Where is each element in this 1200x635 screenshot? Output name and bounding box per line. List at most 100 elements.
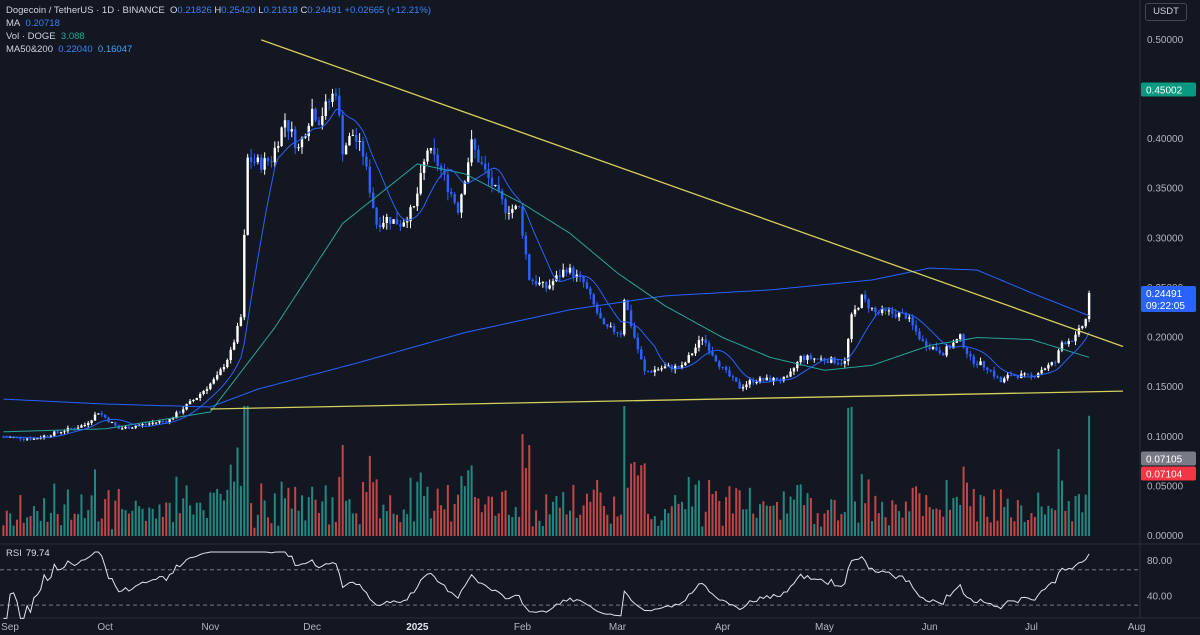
- volume-bar: [280, 481, 283, 536]
- candle-body: [575, 274, 578, 278]
- volume-bar: [569, 510, 571, 536]
- volume-bar: [643, 463, 646, 536]
- volume-bar: [965, 482, 968, 536]
- candle-body: [249, 157, 253, 162]
- volume-bar: [1013, 521, 1016, 536]
- support-trendline[interactable]: [210, 390, 1124, 410]
- volume-bar: [165, 502, 168, 536]
- candle-body: [772, 377, 775, 382]
- volume-bar: [633, 462, 636, 536]
- candle-body: [738, 381, 741, 389]
- candle-body: [324, 101, 327, 117]
- volume-bar: [945, 479, 948, 536]
- volume-bar: [222, 500, 225, 536]
- volume-bar: [185, 485, 188, 536]
- volume-bar: [158, 504, 161, 536]
- candle-body: [582, 276, 585, 283]
- candle-body: [290, 129, 293, 132]
- candle-body: [392, 219, 395, 224]
- volume-bar: [602, 505, 605, 536]
- ma50-200-row[interactable]: MA50&200 0.22040 0.16047: [6, 43, 431, 56]
- currency-selector-button[interactable]: USDT: [1145, 3, 1187, 21]
- volume-bar: [46, 521, 49, 536]
- candle-body: [90, 420, 93, 424]
- candle-body: [741, 387, 745, 389]
- low-label: L: [258, 5, 264, 16]
- candle-body: [25, 438, 29, 440]
- volume-bar: [854, 501, 856, 536]
- candle-body: [473, 139, 477, 150]
- volume-bar: [250, 503, 253, 536]
- candle-body: [975, 363, 979, 366]
- candle-body: [270, 161, 273, 163]
- candle-body: [395, 219, 399, 225]
- volume-bar: [976, 521, 979, 536]
- volume-bar: [239, 485, 242, 536]
- descending-trendline[interactable]: [261, 39, 1124, 348]
- candle-body: [49, 435, 53, 437]
- volume-bar: [189, 505, 191, 536]
- volume-bar: [294, 486, 297, 536]
- candle-body: [375, 207, 378, 225]
- candle-body: [1009, 375, 1013, 377]
- volume-bar: [630, 463, 633, 536]
- candle-body: [158, 421, 161, 423]
- volume-bar: [440, 505, 443, 536]
- candle-body: [1074, 334, 1077, 342]
- volume-bar: [270, 523, 273, 536]
- price-label-tag: [1141, 285, 1196, 312]
- volume-bar: [379, 518, 381, 536]
- volume-bar: [60, 525, 63, 536]
- volume-bar: [348, 499, 351, 536]
- volume-bar: [952, 497, 955, 536]
- candle-body: [989, 370, 992, 372]
- candle-body: [232, 342, 236, 350]
- volume-bar: [684, 509, 687, 536]
- candle-body: [948, 346, 952, 349]
- candle-body: [735, 377, 738, 382]
- candle-body: [826, 360, 830, 363]
- volume-bar: [314, 499, 317, 536]
- candle-body: [439, 165, 443, 171]
- rsi-tick-label: 80.00: [1147, 556, 1172, 567]
- volume-bar: [202, 510, 205, 536]
- candle-body: [73, 428, 76, 430]
- candle-body: [514, 205, 517, 209]
- volume-bar: [928, 507, 931, 536]
- volume-bar: [392, 513, 395, 536]
- ma-row[interactable]: MA 0.20718: [6, 17, 431, 30]
- volume-bar: [626, 487, 629, 536]
- candle-body: [1084, 319, 1087, 327]
- candle-body: [657, 369, 660, 371]
- candle-body: [673, 365, 677, 370]
- volume-bar: [660, 520, 663, 536]
- ma50-line: [3, 163, 1090, 433]
- candle-body: [134, 426, 137, 428]
- candle-body: [205, 389, 209, 391]
- candle-body: [517, 205, 521, 207]
- volume-bar: [870, 521, 873, 536]
- candle-body: [178, 412, 182, 414]
- candle-body: [260, 157, 263, 170]
- candle-body: [511, 208, 514, 213]
- candle-body: [151, 422, 154, 424]
- chart-legend: Dogecoin / TetherUS · 1D · BINANCE O0.21…: [6, 4, 431, 56]
- candle-body: [87, 423, 90, 426]
- candle-body: [188, 400, 192, 405]
- candle-body: [1013, 375, 1016, 377]
- volume-bar: [267, 517, 270, 536]
- price-label-text: 0.45002: [1146, 85, 1183, 96]
- ma50-200-label: MA50&200: [6, 44, 54, 55]
- symbol-label[interactable]: Dogecoin / TetherUS · 1D · BINANCE: [6, 5, 165, 16]
- candle-body: [782, 376, 785, 381]
- candle-body: [341, 115, 344, 155]
- rsi-legend[interactable]: RSI 79.74: [6, 548, 50, 559]
- candle-body: [263, 158, 266, 170]
- volume-row[interactable]: Vol · DOGE 3.088: [6, 30, 431, 43]
- candle-body: [467, 162, 470, 182]
- candle-body: [847, 338, 850, 362]
- volume-bar: [592, 489, 595, 536]
- volume-bar: [711, 494, 714, 536]
- candle-body: [690, 353, 694, 356]
